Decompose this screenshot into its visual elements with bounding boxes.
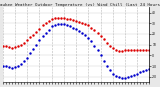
Title: Milwaukee Weather Outdoor Temperature (vs) Wind Chill (Last 24 Hours): Milwaukee Weather Outdoor Temperature (v… [0,3,160,7]
